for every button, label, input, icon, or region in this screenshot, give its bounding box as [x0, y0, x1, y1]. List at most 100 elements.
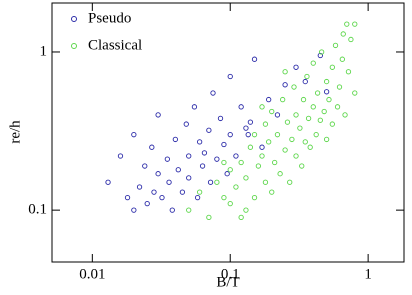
point [172, 136, 179, 143]
point [297, 125, 303, 131]
point [342, 112, 348, 118]
point [352, 90, 358, 96]
point [326, 96, 332, 103]
point [149, 144, 155, 150]
point [243, 175, 249, 181]
point [332, 42, 339, 49]
point [227, 73, 233, 80]
point [302, 139, 308, 145]
x-tick-label: 0.01 [79, 266, 105, 282]
point [105, 179, 111, 185]
point [321, 108, 327, 115]
point [323, 78, 330, 85]
point [221, 194, 227, 201]
point [299, 163, 305, 169]
point [307, 144, 313, 150]
point [266, 96, 272, 103]
legend-marker [71, 16, 77, 22]
point [251, 132, 258, 138]
point [214, 179, 220, 185]
point [159, 194, 165, 201]
point [166, 179, 172, 185]
point [344, 21, 350, 27]
point [305, 115, 312, 122]
point [352, 21, 358, 27]
point [314, 90, 321, 96]
point [336, 84, 343, 90]
point [284, 119, 291, 125]
point [227, 200, 233, 207]
legend-label: Pseudo [88, 10, 131, 26]
point [287, 179, 293, 185]
point [282, 147, 288, 153]
y-tick-label: 0.1 [28, 202, 47, 218]
point [175, 167, 181, 173]
point [124, 194, 131, 201]
point [280, 96, 286, 103]
point [302, 78, 308, 85]
point [323, 136, 330, 143]
point [339, 56, 345, 62]
point [277, 171, 283, 177]
point [206, 127, 212, 133]
point [221, 159, 227, 166]
point [340, 31, 346, 37]
point [183, 121, 189, 127]
point [259, 153, 265, 159]
point [293, 112, 299, 118]
point [194, 194, 201, 201]
point [318, 49, 325, 55]
point [186, 207, 192, 213]
point [233, 184, 239, 190]
point [142, 163, 148, 169]
point [259, 144, 265, 150]
point [169, 207, 175, 213]
point [247, 144, 254, 150]
point [345, 69, 352, 75]
legend-label: Classical [88, 37, 142, 53]
point [179, 189, 186, 195]
point [164, 156, 171, 162]
point [186, 175, 192, 181]
point [247, 119, 254, 125]
point [334, 104, 341, 110]
x-axis-label: B/T [216, 274, 239, 290]
point [293, 64, 299, 70]
point [238, 104, 244, 110]
point [251, 56, 258, 62]
point [186, 153, 192, 159]
point [251, 194, 258, 201]
point [269, 108, 275, 115]
point [201, 150, 208, 156]
point [207, 179, 214, 185]
point [243, 207, 249, 213]
point [272, 159, 278, 166]
point [266, 139, 272, 145]
y-axis-label: re/h [7, 120, 23, 144]
point [131, 132, 137, 138]
point [217, 115, 224, 122]
point [117, 153, 124, 159]
point [243, 125, 249, 131]
x-tick-label: 1 [364, 266, 372, 282]
point [227, 132, 233, 138]
point [131, 207, 137, 213]
point [329, 121, 335, 127]
point [206, 214, 212, 221]
point [155, 171, 161, 177]
point [199, 163, 206, 169]
point [210, 90, 216, 96]
point [282, 69, 288, 75]
point [155, 112, 161, 118]
point [238, 159, 244, 166]
point [289, 136, 295, 143]
point [348, 36, 354, 43]
point [233, 153, 239, 159]
point [329, 64, 335, 70]
point [245, 132, 251, 138]
point [262, 121, 269, 127]
y-tick-label: 1 [40, 43, 48, 59]
point [144, 200, 150, 207]
point [323, 89, 330, 95]
